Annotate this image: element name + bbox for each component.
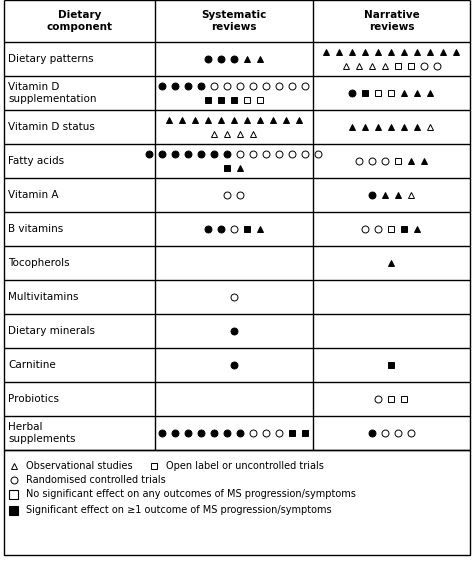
Text: Observational studies: Observational studies bbox=[26, 461, 133, 471]
Text: Vitamin D: Vitamin D bbox=[8, 82, 59, 92]
Text: supplements: supplements bbox=[8, 434, 75, 444]
Text: Vitamin A: Vitamin A bbox=[8, 190, 58, 200]
Bar bbox=[9, 490, 18, 498]
Text: Dietary patterns: Dietary patterns bbox=[8, 54, 94, 64]
Text: Open label or uncontrolled trials: Open label or uncontrolled trials bbox=[166, 461, 324, 471]
Text: Tocopherols: Tocopherols bbox=[8, 258, 70, 268]
Text: B vitamins: B vitamins bbox=[8, 224, 63, 234]
Text: Dietary
component: Dietary component bbox=[46, 10, 112, 32]
Text: Fatty acids: Fatty acids bbox=[8, 156, 64, 166]
Text: Narrative
reviews: Narrative reviews bbox=[364, 10, 419, 32]
Text: Herbal: Herbal bbox=[8, 422, 43, 432]
Text: Systematic
reviews: Systematic reviews bbox=[201, 10, 267, 32]
Text: Vitamin D status: Vitamin D status bbox=[8, 122, 95, 132]
Text: Randomised controlled trials: Randomised controlled trials bbox=[26, 475, 166, 485]
Text: No significant effect on any outcomes of MS progression/symptoms: No significant effect on any outcomes of… bbox=[26, 489, 356, 499]
Text: Probiotics: Probiotics bbox=[8, 394, 59, 404]
Bar bbox=[9, 506, 18, 514]
Text: Dietary minerals: Dietary minerals bbox=[8, 326, 95, 336]
Bar bbox=[4, 450, 470, 555]
Text: supplementation: supplementation bbox=[8, 94, 97, 104]
Text: Carnitine: Carnitine bbox=[8, 360, 56, 370]
Text: Significant effect on ≥1 outcome of MS progression/symptoms: Significant effect on ≥1 outcome of MS p… bbox=[26, 505, 332, 515]
Text: Multivitamins: Multivitamins bbox=[8, 292, 79, 302]
